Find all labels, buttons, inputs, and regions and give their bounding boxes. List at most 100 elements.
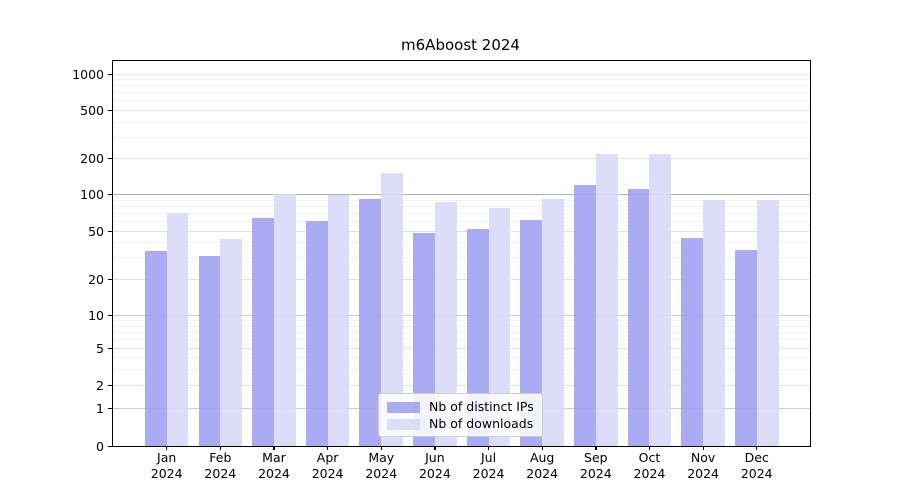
bar-downloads	[595, 154, 618, 446]
x-tick-label: Apr 2024	[311, 450, 344, 481]
x-tick-label: Feb 2024	[204, 450, 237, 481]
gridline	[113, 348, 810, 350]
legend-label-downloads: Nb of downloads	[429, 416, 534, 431]
y-tick-mark	[108, 109, 112, 111]
gridline-minor	[113, 212, 810, 214]
y-tick-mark	[108, 194, 112, 196]
y-tick-mark	[108, 314, 112, 316]
gridline-minor	[113, 339, 810, 341]
x-tick-mark	[219, 446, 222, 450]
x-tick-label: Nov 2024	[687, 450, 719, 481]
gridline-minor	[113, 368, 810, 370]
legend-row-distinct-ips: Nb of distinct IPs	[379, 399, 542, 415]
gridline-minor	[113, 92, 810, 94]
bar-distinct-ips	[198, 256, 221, 446]
chart-title: m6Aboost 2024	[401, 36, 520, 54]
gridline	[113, 73, 810, 75]
y-tick-label: 0	[96, 438, 104, 454]
bar-distinct-ips	[359, 199, 382, 446]
x-tick-label: Jan 2024	[150, 450, 183, 481]
bar-downloads	[703, 200, 725, 446]
bar-distinct-ips	[305, 221, 328, 446]
x-tick-mark	[166, 446, 168, 450]
x-tick-mark	[488, 446, 490, 450]
y-tick-mark	[108, 278, 112, 280]
gridline	[113, 109, 810, 111]
bar-distinct-ips	[734, 249, 757, 446]
x-tick-label: Dec 2024	[740, 450, 773, 481]
gridline-minor	[113, 136, 810, 138]
bar-downloads	[273, 194, 296, 446]
bar-distinct-ips	[144, 251, 167, 446]
x-tick-label: May 2024	[365, 450, 398, 481]
gridline-minor	[113, 205, 810, 207]
gridline-minor	[113, 331, 810, 333]
x-tick-mark	[541, 446, 543, 450]
y-tick-label: 20	[88, 271, 104, 287]
bar-distinct-ips	[627, 188, 650, 446]
gridline	[113, 385, 810, 387]
gridline-minor	[113, 220, 810, 222]
gridline-minor	[113, 325, 810, 327]
bar-distinct-ips	[681, 237, 704, 446]
y-tick-mark	[108, 407, 112, 409]
x-tick-label: Oct 2024	[633, 450, 666, 481]
y-tick-mark	[108, 158, 112, 160]
x-tick-mark	[380, 446, 382, 450]
y-tick-mark	[108, 73, 112, 75]
y-tick-mark	[108, 385, 112, 387]
gridline	[113, 314, 810, 316]
gridline-minor	[113, 199, 810, 201]
y-tick-mark	[108, 348, 112, 350]
y-tick-label: 100	[80, 187, 104, 203]
x-tick-mark	[273, 446, 275, 450]
bar-downloads	[434, 201, 457, 446]
bars-layer	[113, 61, 810, 446]
legend-swatch-distinct-ips	[387, 401, 420, 413]
y-tick-mark	[108, 445, 112, 447]
gridline-minor	[113, 79, 810, 81]
y-tick-label: 200	[80, 151, 104, 167]
legend-row-downloads: Nb of downloads	[379, 416, 542, 432]
y-tick-label: 1	[96, 400, 104, 416]
y-tick-label: 10	[88, 307, 104, 323]
y-tick-label: 2	[96, 378, 104, 394]
y-tick-label: 5	[96, 341, 104, 357]
bar-distinct-ips	[466, 228, 489, 446]
plot-area	[112, 60, 811, 447]
gridline-minor	[113, 319, 810, 321]
bar-downloads	[381, 172, 404, 446]
bar-downloads	[542, 198, 564, 446]
x-tick-label: Sep 2024	[579, 450, 612, 481]
gridline-minor	[113, 100, 810, 102]
bar-downloads	[756, 199, 779, 446]
x-tick-mark	[434, 446, 436, 450]
x-tick-mark	[648, 446, 651, 450]
x-tick-label: Jul 2024	[472, 450, 505, 481]
bar-distinct-ips	[520, 219, 543, 446]
x-tick-mark	[595, 446, 597, 450]
bar-downloads	[649, 154, 672, 446]
legend-swatch-downloads	[387, 418, 420, 430]
y-tick-mark	[108, 230, 112, 232]
x-tick-label: Mar 2024	[258, 450, 290, 481]
bar-downloads	[220, 238, 243, 446]
x-tick-label: Jun 2024	[418, 450, 451, 481]
y-tick-label: 1000	[72, 66, 104, 82]
gridline-minor	[113, 242, 810, 244]
gridline-minor	[113, 85, 810, 87]
legend: Nb of distinct IPs Nb of downloads	[378, 393, 543, 437]
x-tick-mark	[702, 446, 704, 450]
bar-downloads	[166, 213, 189, 446]
bar-downloads	[488, 207, 511, 446]
gridline-minor	[113, 257, 810, 259]
bar-downloads	[327, 194, 350, 446]
x-tick-label: Aug 2024	[526, 450, 559, 481]
gridline	[113, 230, 810, 232]
y-tick-label: 50	[88, 223, 104, 239]
gridline	[113, 158, 810, 160]
bar-distinct-ips	[252, 218, 274, 446]
y-tick-label: 500	[80, 102, 104, 118]
bar-distinct-ips	[574, 185, 596, 446]
